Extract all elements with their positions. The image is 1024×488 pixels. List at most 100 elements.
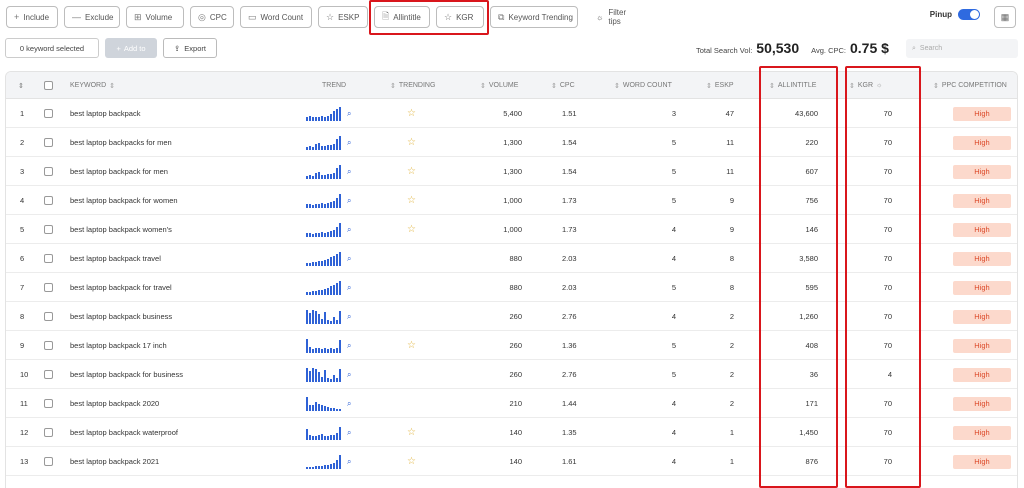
eskp-button[interactable]: ☆ ESKP: [318, 6, 368, 28]
volume-button[interactable]: ⊞ Volume: [126, 6, 184, 28]
kgr-cell: 70: [883, 167, 892, 176]
allintitle-button[interactable]: 🗎 Allintitle: [374, 6, 430, 28]
table-row[interactable]: 13 best laptop backpack 2021 ⌕ ☆ 140 1.61 4 1 87…: [6, 447, 1017, 476]
magnify-icon[interactable]: ⌕: [347, 427, 352, 437]
keyword-cell[interactable]: best laptop backpack for travel: [70, 283, 172, 292]
header-eskp[interactable]: ⇕ ESKP: [706, 82, 734, 90]
table-row[interactable]: 1 best laptop backpack ⌕ ☆ 5,400 1.51 3 47 43,60…: [6, 99, 1017, 128]
trend-bar: [315, 368, 317, 382]
table-row[interactable]: 2 best laptop backpacks for men ⌕ ☆ 1,300 1.5…: [6, 128, 1017, 157]
magnify-icon[interactable]: ⌕: [347, 340, 352, 350]
word-count-cell: 3: [671, 109, 676, 118]
magnify-icon[interactable]: ⌕: [347, 253, 352, 263]
keyword-cell[interactable]: best laptop backpack for business: [70, 370, 183, 379]
row-checkbox[interactable]: [44, 128, 53, 157]
volume-cell: 880: [509, 283, 522, 292]
sort-icon[interactable]: ⇕: [18, 82, 24, 90]
magnify-icon[interactable]: ⌕: [347, 282, 352, 292]
keyword-cell[interactable]: best laptop backpack 2021: [70, 457, 160, 466]
magnify-icon[interactable]: ⌕: [347, 456, 352, 466]
magnify-icon[interactable]: ⌕: [347, 398, 352, 408]
keyword-cell[interactable]: best laptop backpack waterproof: [70, 428, 178, 437]
kgr-cell: 70: [883, 341, 892, 350]
header-cpc[interactable]: ⇕ CPC: [551, 82, 575, 90]
cpc-cell: 2.03: [562, 283, 577, 292]
row-checkbox[interactable]: [44, 157, 53, 186]
word-count-button[interactable]: ▭ Word Count: [240, 6, 312, 28]
row-checkbox[interactable]: [44, 418, 53, 447]
cpc-button[interactable]: ◎ CPC: [190, 6, 234, 28]
magnify-icon[interactable]: ⌕: [347, 195, 352, 205]
trend-bar: [333, 434, 335, 440]
row-number: 1: [20, 109, 25, 118]
row-checkbox[interactable]: [44, 215, 53, 244]
exclude-button[interactable]: — Exclude: [64, 6, 120, 28]
ppc-cell: High: [953, 128, 1011, 157]
magnify-icon[interactable]: ⌕: [347, 369, 352, 379]
table-row[interactable]: 7 best laptop backpack for travel ⌕ 880 2.03…: [6, 273, 1017, 302]
magnify-icon[interactable]: ⌕: [347, 166, 352, 176]
select-all-checkbox[interactable]: [44, 72, 53, 99]
allintitle-cell: 1,260: [799, 312, 818, 321]
add-to-button[interactable]: + Add to: [105, 38, 157, 58]
ppc-competition-badge: High: [953, 193, 1011, 208]
table-row[interactable]: 11 best laptop backpack 2020 ⌕ 210 1.44 4 2 171…: [6, 389, 1017, 418]
table-row[interactable]: 8 best laptop backpack business ⌕ 260 2.76 4 2…: [6, 302, 1017, 331]
row-checkbox[interactable]: [44, 389, 53, 418]
header-word-count[interactable]: ⇕ WORD COUNT: [614, 82, 672, 90]
table-row[interactable]: 6 best laptop backpack travel ⌕ 880 2.03 4 8 3,…: [6, 244, 1017, 273]
word-count-cell: 5: [671, 138, 676, 147]
trend-sparkline: ⌕: [306, 215, 351, 244]
row-checkbox[interactable]: [44, 273, 53, 302]
pin-table-button[interactable]: ▦: [994, 6, 1016, 28]
trend-sparkline: ⌕: [306, 273, 351, 302]
keyword-trending-button[interactable]: ⧉ Keyword Trending: [490, 6, 578, 28]
keyword-cell[interactable]: best laptop backpack travel: [70, 254, 161, 263]
ppc-competition-badge: High: [953, 135, 1011, 150]
trend-bar: [324, 146, 326, 150]
volume-cell: 880: [509, 254, 522, 263]
keyword-cell[interactable]: best laptop backpacks for men: [70, 138, 172, 147]
keyword-cell[interactable]: best laptop backpack: [70, 109, 141, 118]
keyword-cell[interactable]: best laptop backpack for men: [70, 167, 168, 176]
kgr-button[interactable]: ☆ KGR: [436, 6, 484, 28]
keyword-cell[interactable]: best laptop backpack women's: [70, 225, 172, 234]
keyword-cell[interactable]: best laptop backpack business: [70, 312, 173, 321]
magnify-icon[interactable]: ⌕: [347, 311, 352, 321]
header-volume[interactable]: ⇕ VOLUME: [480, 82, 519, 90]
row-checkbox[interactable]: [44, 99, 53, 128]
keyword-selected-indicator[interactable]: 0 keyword selected: [5, 38, 99, 58]
row-checkbox[interactable]: [44, 302, 53, 331]
row-checkbox[interactable]: [44, 447, 53, 476]
row-checkbox[interactable]: [44, 244, 53, 273]
filter-tips-link[interactable]: ☼ Filter tips: [596, 8, 627, 26]
table-row[interactable]: 4 best laptop backpack for women ⌕ ☆ 1,000 1.…: [6, 186, 1017, 215]
header-keyword[interactable]: KEYWORD ⇕: [70, 82, 116, 90]
search-input[interactable]: ⌕ Search: [906, 39, 1018, 58]
trend-sparkline: ⌕: [306, 128, 351, 157]
header-ppc-competition[interactable]: ⇕ PPC COMPETITION: [933, 82, 1007, 90]
trend-bar: [321, 231, 323, 237]
keyword-cell[interactable]: best laptop backpack for women: [70, 196, 178, 205]
row-checkbox[interactable]: [44, 331, 53, 360]
table-row[interactable]: 5 best laptop backpack women's ⌕ ☆ 1,000 1.73…: [6, 215, 1017, 244]
include-button[interactable]: + Include: [6, 6, 58, 28]
header-allintitle[interactable]: ⇕ ALLINTITLE: [769, 82, 817, 90]
row-checkbox[interactable]: [44, 360, 53, 389]
header-trending[interactable]: ⇕ TRENDING: [390, 82, 436, 90]
keyword-cell[interactable]: best laptop backpack 2020: [70, 399, 160, 408]
magnify-icon[interactable]: ⌕: [347, 224, 352, 234]
pinup-toggle[interactable]: [958, 9, 980, 20]
keyword-cell[interactable]: best laptop backpack 17 inch: [70, 341, 167, 350]
table-row[interactable]: 3 best laptop backpack for men ⌕ ☆ 1,300 1.54…: [6, 157, 1017, 186]
pinup-control[interactable]: Pinup: [930, 9, 980, 20]
header-kgr[interactable]: ⇕ KGR ☼: [849, 82, 883, 90]
magnify-icon[interactable]: ⌕: [347, 137, 352, 147]
row-checkbox[interactable]: [44, 186, 53, 215]
magnify-icon[interactable]: ⌕: [347, 108, 352, 118]
trend-bar: [312, 176, 314, 179]
export-button[interactable]: ⇪ Export: [163, 38, 217, 58]
table-row[interactable]: 9 best laptop backpack 17 inch ⌕ ☆ 260 1.36 5 2…: [6, 331, 1017, 360]
table-row[interactable]: 10 best laptop backpack for business ⌕ 260 2…: [6, 360, 1017, 389]
table-row[interactable]: 12 best laptop backpack waterproof ⌕ ☆ 140 1.…: [6, 418, 1017, 447]
